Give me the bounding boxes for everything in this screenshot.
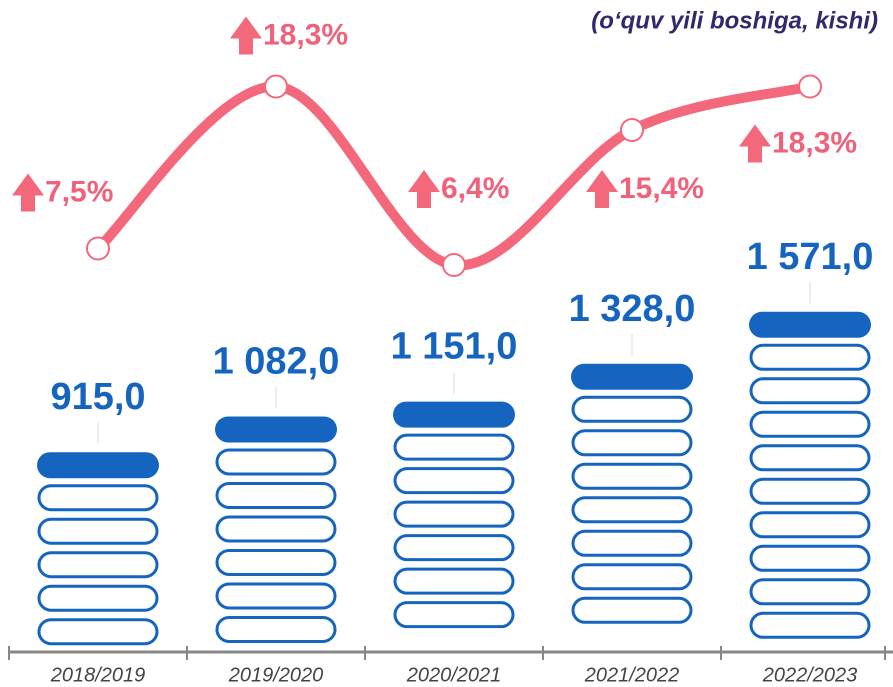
bar-ring [571,529,693,557]
bar-ring [37,517,159,545]
line-point [86,236,110,261]
bar-ring [571,395,693,423]
bar-ring [749,477,871,505]
bar-ring [393,534,515,562]
up-arrow [408,170,440,208]
x-tick-label: 2021/2022 [584,664,680,686]
bar-ring [215,515,337,543]
bar-ring [749,511,871,539]
bar-ring [571,563,693,591]
value-label: 1 082,0 [213,340,340,382]
bar-ring [749,343,871,371]
bar-ring [571,596,693,624]
bar-ring [215,615,337,643]
bar-ring [37,618,159,646]
line-value-label: 18,3% [263,18,348,51]
bar [749,311,871,639]
bar [215,416,337,643]
bar-cap [37,452,159,479]
line-value-label: 7,5% [45,175,113,208]
bar-ring [215,582,337,610]
bar [37,452,159,646]
value-label: 1 328,0 [569,288,696,330]
value-label: 915,0 [50,376,145,418]
up-arrow [230,16,262,55]
line-point [442,253,466,277]
bar-ring [749,578,871,606]
x-tick-label: 2020/2021 [406,664,502,686]
line-value-label: 18,3% [772,126,857,159]
bar-cap [571,363,693,390]
bar-ring [393,467,515,495]
chart-subtitle: (o‘quv yili boshiga, kishi) [591,7,878,34]
bar-ring [749,611,871,639]
bar-ring [215,448,337,476]
bar [393,401,515,629]
bar-cap [749,311,871,338]
bar-ring [749,377,871,405]
up-arrow [739,124,771,163]
value-label: 1 151,0 [391,326,518,368]
line-point [620,118,644,142]
bar-ring [393,601,515,629]
x-tick-label: 2022/2023 [762,664,858,686]
value-label: 1 571,0 [747,236,874,278]
bar-ring [393,433,515,461]
line-value-label: 6,4% [441,172,509,205]
bar-ring [215,548,337,576]
line-value-label: 15,4% [619,172,704,205]
bar-ring [571,496,693,524]
bar-cap [393,401,515,428]
bar-ring [749,410,871,438]
bar-cap [215,416,337,443]
bar-ring [393,500,515,528]
up-arrow [586,170,618,208]
line-point [798,74,822,99]
bar-ring [749,544,871,572]
bar-ring [749,444,871,472]
bar-ring [37,484,159,512]
line-point [264,74,288,99]
bar-ring [37,584,159,612]
up-arrow [12,173,44,212]
bar-ring [215,481,337,509]
x-tick-label: 2019/2020 [228,664,324,686]
bar-ring [37,551,159,579]
line [93,81,815,271]
bar-ring [571,462,693,490]
bar-ring [571,429,693,457]
x-tick-label: 2018/2019 [50,664,146,686]
bar-ring [393,567,515,595]
bar [571,363,693,624]
